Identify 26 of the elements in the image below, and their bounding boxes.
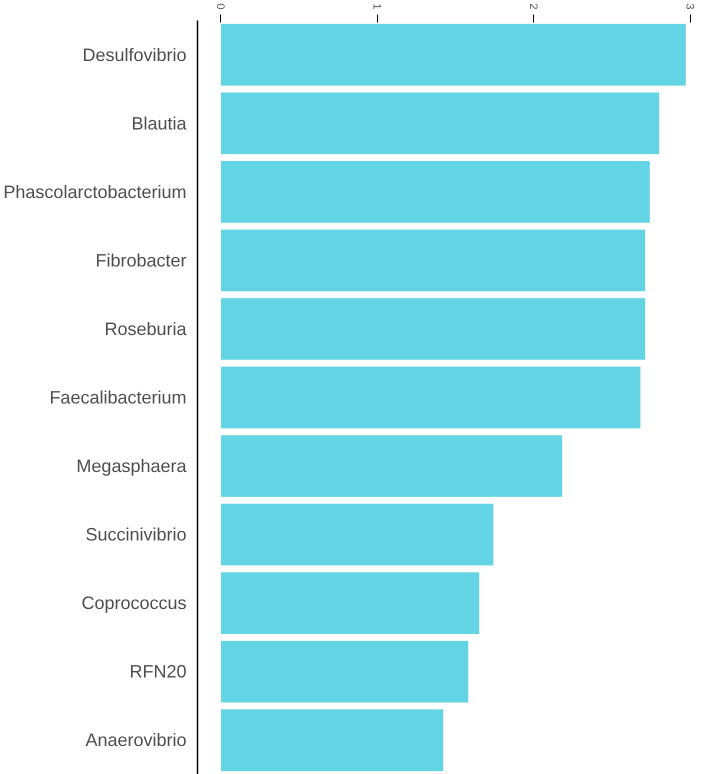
x-tick-label: 3 bbox=[684, 3, 696, 10]
y-tick-label: Desulfovibrio bbox=[82, 44, 186, 65]
bar bbox=[220, 230, 646, 292]
y-tick-label: Faecalibacterium bbox=[49, 388, 187, 408]
bar bbox=[220, 572, 480, 634]
x-tick-label: 2 bbox=[526, 3, 539, 10]
bar bbox=[220, 504, 494, 566]
bar bbox=[220, 640, 468, 703]
x-tick-label: 1 bbox=[370, 3, 382, 10]
y-tick-label: Succinivibrio bbox=[85, 524, 187, 545]
bar bbox=[220, 435, 562, 497]
y-tick-label: Roseburia bbox=[104, 318, 188, 339]
bar bbox=[220, 92, 660, 154]
bar bbox=[220, 366, 640, 428]
x-tick-label: 0 bbox=[214, 3, 226, 10]
bar bbox=[220, 161, 650, 223]
y-tick-label: Fibrobacter bbox=[95, 250, 187, 270]
bar bbox=[220, 24, 686, 86]
y-tick-label: RFN20 bbox=[129, 662, 186, 682]
bar bbox=[220, 298, 646, 360]
bar bbox=[220, 709, 444, 772]
y-tick-label: Coprococcus bbox=[81, 593, 186, 614]
y-tick-label: Blautia bbox=[131, 113, 188, 134]
y-tick-label: Phascolarctobacterium bbox=[3, 182, 187, 202]
y-tick-label: Megasphaera bbox=[76, 456, 188, 476]
y-tick-label: Anaerovibrio bbox=[85, 730, 187, 750]
